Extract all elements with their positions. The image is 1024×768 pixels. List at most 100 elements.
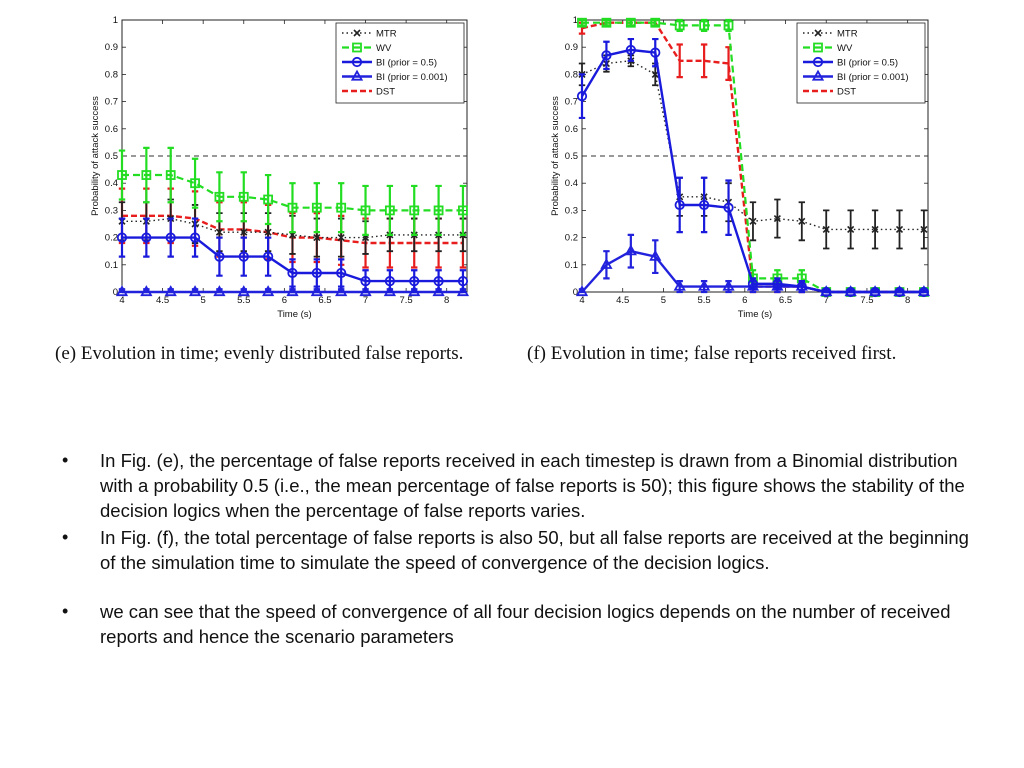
error-bar bbox=[337, 182, 345, 234]
error-bar bbox=[386, 184, 394, 236]
legend-marker bbox=[351, 56, 363, 68]
y-tick-label: 1 bbox=[573, 15, 578, 26]
data-point bbox=[336, 267, 347, 279]
data-point bbox=[141, 232, 152, 243]
data-point bbox=[699, 20, 710, 31]
data-point bbox=[263, 194, 274, 205]
legend-marker bbox=[811, 69, 825, 81]
error-bar bbox=[578, 18, 586, 27]
data-point bbox=[165, 170, 176, 180]
data-point bbox=[773, 214, 781, 223]
error-bar bbox=[920, 288, 928, 294]
data-point bbox=[772, 278, 783, 289]
data-point bbox=[869, 286, 881, 298]
x-tick-label: 5 bbox=[201, 295, 206, 306]
x-tick-label: 4 bbox=[579, 295, 584, 306]
error-bar bbox=[313, 258, 321, 288]
data-point bbox=[457, 276, 469, 287]
x-tick-label: 5.5 bbox=[237, 295, 250, 306]
data-point bbox=[722, 279, 735, 291]
x-tick-label: 4 bbox=[119, 295, 124, 306]
x-tick-label: 6 bbox=[742, 295, 747, 306]
data-point bbox=[894, 286, 905, 298]
bullet-item: • we can see that the speed of convergen… bbox=[62, 599, 972, 649]
x-tick-label: 6.5 bbox=[318, 295, 331, 306]
data-point bbox=[749, 217, 757, 225]
bullet-list: • In Fig. (e), the percentage of false r… bbox=[62, 448, 972, 651]
x-tick-label: 8 bbox=[444, 295, 449, 306]
x-tick-label: 7 bbox=[363, 295, 368, 306]
data-point bbox=[238, 251, 249, 262]
y-tick-label: 0.9 bbox=[105, 42, 118, 53]
data-point bbox=[311, 267, 322, 279]
x-tick-label: 4.5 bbox=[156, 295, 169, 306]
y-axis-label: Probability of attack success bbox=[90, 96, 101, 216]
data-point bbox=[117, 170, 127, 180]
data-point bbox=[673, 279, 686, 291]
error-bar bbox=[289, 182, 296, 234]
data-point bbox=[311, 202, 322, 213]
y-tick-label: 0.2 bbox=[565, 233, 578, 244]
data-point bbox=[576, 91, 588, 102]
error-bar bbox=[143, 146, 150, 204]
data-point bbox=[871, 225, 879, 234]
x-tick-label: 5.5 bbox=[698, 295, 711, 306]
y-tick-label: 0.4 bbox=[105, 178, 118, 189]
data-point bbox=[335, 285, 348, 297]
data-point bbox=[141, 170, 152, 180]
y-axis-label: Probability of attack success bbox=[550, 96, 561, 216]
legend-marker bbox=[352, 42, 362, 53]
data-point bbox=[697, 279, 711, 291]
x-axis-label: Time (s) bbox=[738, 309, 772, 320]
y-tick-label: 0.3 bbox=[565, 205, 578, 216]
bullet-item: • In Fig. (e), the percentage of false r… bbox=[62, 448, 972, 523]
legend-marker bbox=[350, 69, 364, 81]
error-bar bbox=[700, 43, 708, 79]
x-tick-label: 4.5 bbox=[616, 295, 629, 306]
x-axis-label: Time (s) bbox=[277, 309, 311, 320]
data-point bbox=[674, 199, 685, 211]
data-point bbox=[433, 276, 444, 287]
data-point bbox=[845, 286, 856, 298]
data-point bbox=[287, 267, 298, 279]
data-point bbox=[601, 50, 612, 61]
x-tick-label: 7.5 bbox=[400, 295, 413, 306]
data-point bbox=[918, 286, 930, 298]
legend-label: DST bbox=[837, 87, 856, 98]
error-bar bbox=[167, 217, 174, 258]
x-tick-label: 8 bbox=[905, 295, 910, 306]
error-bar bbox=[362, 269, 369, 294]
error-bar bbox=[627, 37, 635, 62]
data-point bbox=[577, 17, 587, 28]
bullet-text: we can see that the speed of convergence… bbox=[100, 601, 951, 647]
x-tick-label: 7 bbox=[824, 295, 829, 306]
data-point bbox=[310, 285, 323, 297]
error-bar bbox=[167, 146, 174, 204]
data-point bbox=[409, 276, 420, 287]
x-tick-label: 5 bbox=[661, 295, 666, 306]
error-bar bbox=[337, 258, 345, 288]
legend-marker bbox=[814, 29, 822, 37]
y-tick-label: 0 bbox=[573, 287, 578, 298]
data-point bbox=[140, 285, 153, 297]
error-bar bbox=[411, 269, 418, 294]
error-bar bbox=[578, 73, 586, 120]
data-point bbox=[649, 249, 662, 261]
data-point bbox=[213, 285, 226, 297]
series-wv bbox=[117, 146, 468, 236]
error-bar bbox=[847, 288, 854, 294]
error-bar bbox=[240, 171, 247, 223]
y-tick-label: 0.6 bbox=[565, 124, 578, 135]
error-bar bbox=[191, 157, 199, 209]
data-point bbox=[650, 47, 661, 58]
data-point bbox=[920, 225, 928, 234]
data-point bbox=[263, 251, 274, 262]
data-point bbox=[601, 17, 612, 28]
y-tick-label: 0 bbox=[113, 287, 118, 298]
data-point bbox=[189, 232, 201, 243]
data-point bbox=[240, 228, 248, 236]
error-bar bbox=[264, 236, 272, 277]
error-bar bbox=[459, 269, 467, 294]
error-bar bbox=[289, 258, 296, 288]
data-point bbox=[214, 251, 225, 262]
